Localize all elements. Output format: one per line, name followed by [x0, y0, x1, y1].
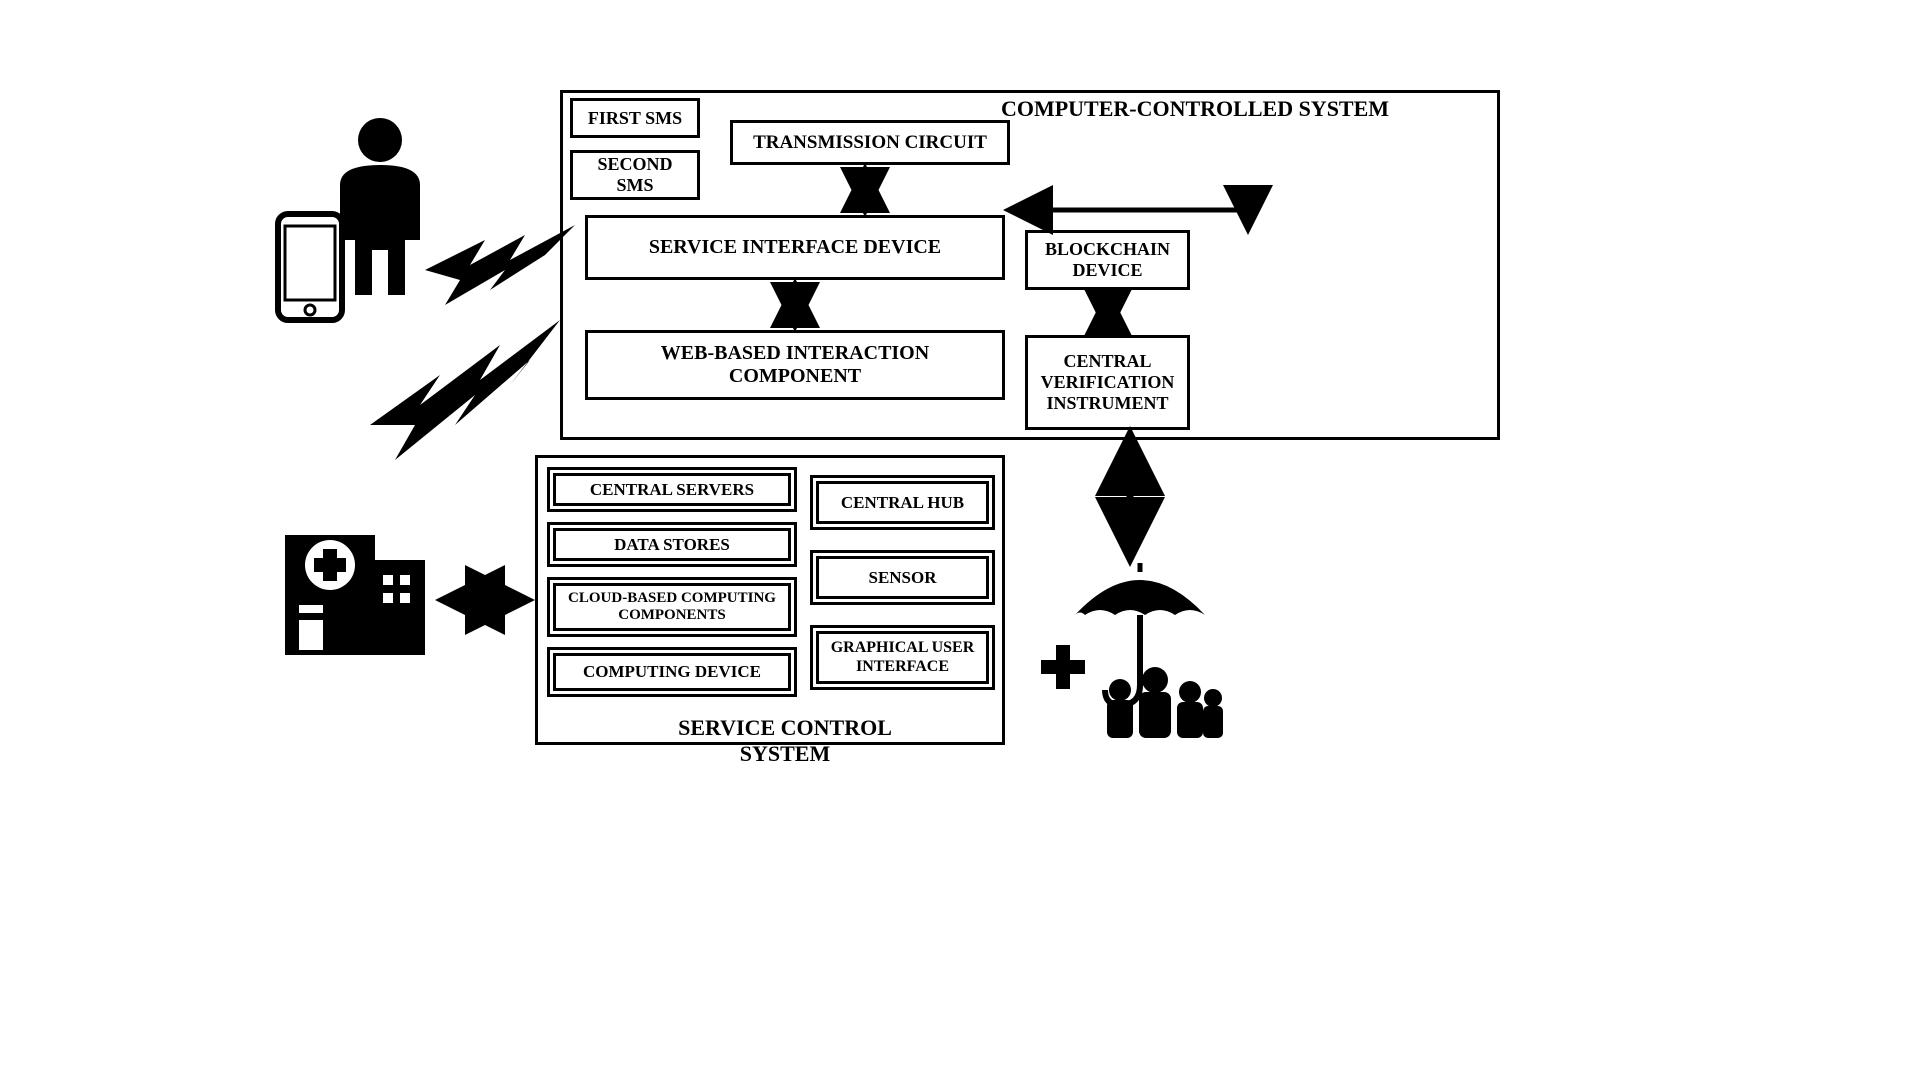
computer-controlled-system-title: COMPUTER-CONTROLLED SYSTEM	[970, 96, 1420, 122]
service-control-system-title: SERVICE CONTROL SYSTEM	[645, 715, 925, 767]
diagram-canvas: COMPUTER-CONTROLLED SYSTEM FIRST SMS SEC…	[270, 90, 1650, 990]
sensor-box: SENSOR	[810, 550, 995, 605]
cloud-components-box: CLOUD-BASED COMPUTING COMPONENTS	[547, 577, 797, 637]
data-stores-box: DATA STORES	[547, 522, 797, 567]
lightning-bolt-icon	[360, 305, 570, 485]
second-sms-box: SECOND SMS	[570, 150, 700, 200]
service-interface-device-box: SERVICE INTERFACE DEVICE	[585, 215, 1005, 280]
first-sms-box: FIRST SMS	[570, 98, 700, 138]
computing-device-box: COMPUTING DEVICE	[547, 647, 797, 697]
hospital-icon	[275, 505, 435, 665]
phone-icon	[270, 210, 350, 325]
central-verification-box: CENTRAL VERIFICATION INSTRUMENT	[1025, 335, 1190, 430]
central-hub-box: CENTRAL HUB	[810, 475, 995, 530]
central-servers-box: CENTRAL SERVERS	[547, 467, 797, 512]
umbrella-group-icon	[1025, 560, 1230, 750]
gui-box: GRAPHICAL USER INTERFACE	[810, 625, 995, 690]
transmission-circuit-box: TRANSMISSION CIRCUIT	[730, 120, 1010, 165]
web-interaction-component-box: WEB-BASED INTERACTION COMPONENT	[585, 330, 1005, 400]
blockchain-device-box: BLOCKCHAIN DEVICE	[1025, 230, 1190, 290]
